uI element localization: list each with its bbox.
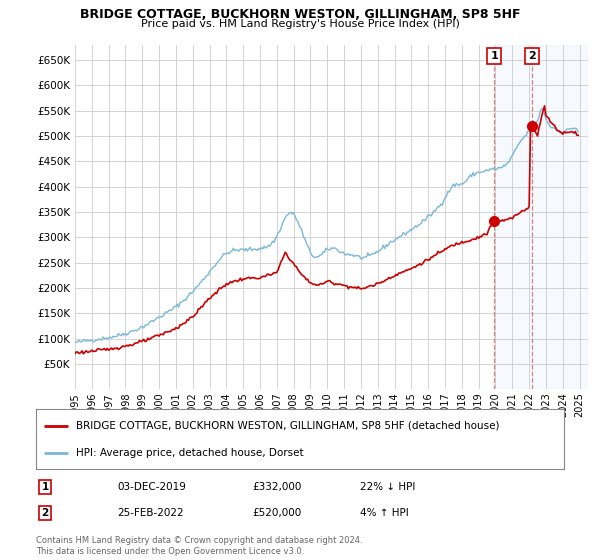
Text: £520,000: £520,000 <box>252 508 301 518</box>
Text: Price paid vs. HM Land Registry's House Price Index (HPI): Price paid vs. HM Land Registry's House … <box>140 19 460 29</box>
Text: 4% ↑ HPI: 4% ↑ HPI <box>360 508 409 518</box>
Text: 22% ↓ HPI: 22% ↓ HPI <box>360 482 415 492</box>
Text: HPI: Average price, detached house, Dorset: HPI: Average price, detached house, Dors… <box>76 448 303 458</box>
Text: 2: 2 <box>528 51 536 61</box>
Text: 1: 1 <box>490 51 498 61</box>
Text: 25-FEB-2022: 25-FEB-2022 <box>117 508 184 518</box>
Text: 03-DEC-2019: 03-DEC-2019 <box>117 482 186 492</box>
Text: 2: 2 <box>41 508 49 518</box>
Bar <box>494 45 588 389</box>
Text: BRIDGE COTTAGE, BUCKHORN WESTON, GILLINGHAM, SP8 5HF: BRIDGE COTTAGE, BUCKHORN WESTON, GILLING… <box>80 8 520 21</box>
Text: BRIDGE COTTAGE, BUCKHORN WESTON, GILLINGHAM, SP8 5HF (detached house): BRIDGE COTTAGE, BUCKHORN WESTON, GILLING… <box>76 421 499 431</box>
Text: £332,000: £332,000 <box>252 482 301 492</box>
Text: 1: 1 <box>41 482 49 492</box>
Text: Contains HM Land Registry data © Crown copyright and database right 2024.
This d: Contains HM Land Registry data © Crown c… <box>36 536 362 556</box>
